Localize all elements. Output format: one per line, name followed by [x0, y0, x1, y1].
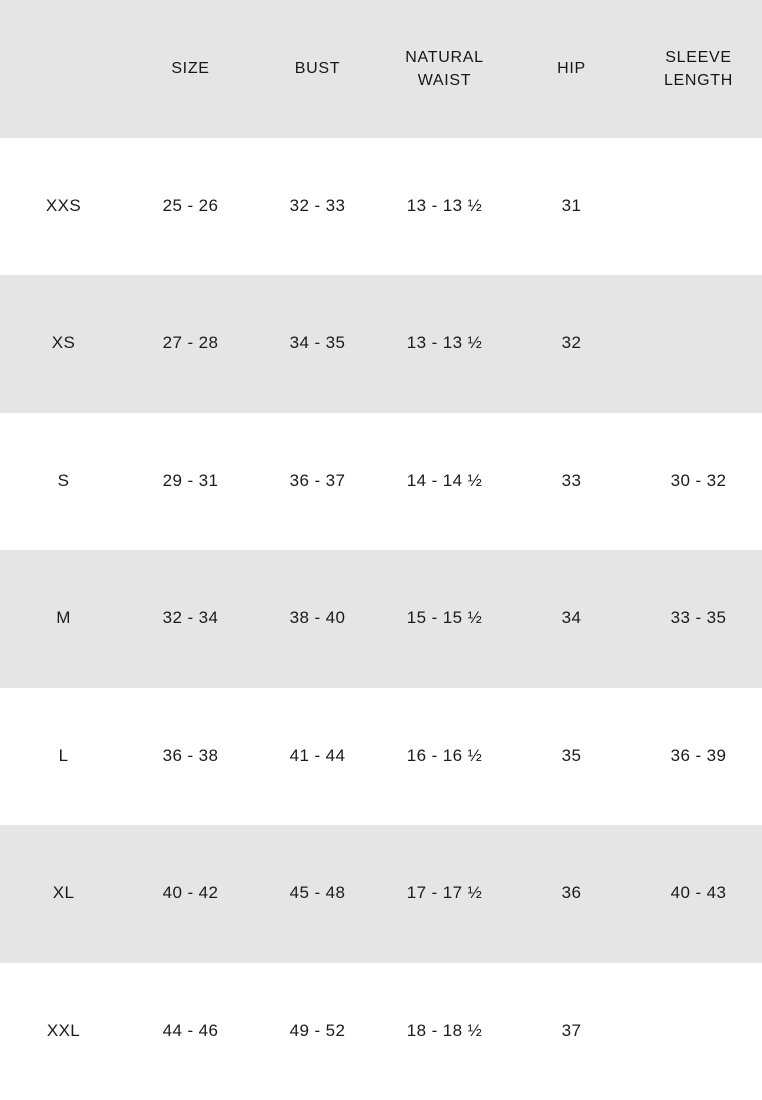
hip-value: 37 [561, 1020, 582, 1040]
natural-waist-value: 18 - 18 ½ [406, 1020, 483, 1040]
size-label: XXL [46, 1020, 81, 1040]
table-row-s: S 29 - 31 36 - 37 14 - 14 ½ 33 30 - 32 [0, 413, 762, 551]
hip-value: 32 [561, 333, 582, 353]
size-label: XL [52, 883, 75, 903]
hip-value: 36 [561, 883, 582, 903]
natural-waist-value: 14 - 14 ½ [406, 470, 483, 490]
size-value: 44 - 46 [162, 1020, 219, 1040]
size-label: S [57, 470, 70, 490]
sleeve-length-value [635, 138, 762, 276]
column-header-natural-waist: NATURAL WAIST [405, 48, 484, 89]
size-label: L [58, 745, 69, 765]
size-value: 32 - 34 [162, 608, 219, 628]
size-value: 27 - 28 [162, 333, 219, 353]
sleeve-length-value: 36 - 39 [670, 745, 727, 765]
bust-value: 45 - 48 [289, 883, 346, 903]
natural-waist-value: 16 - 16 ½ [406, 745, 483, 765]
hip-value: 35 [561, 745, 582, 765]
size-value: 25 - 26 [162, 195, 219, 215]
table-row-xs: XS 27 - 28 34 - 35 13 - 13 ½ 32 [0, 275, 762, 413]
table-row-l: L 36 - 38 41 - 44 16 - 16 ½ 35 36 - 39 [0, 688, 762, 826]
size-value: 36 - 38 [162, 745, 219, 765]
bust-value: 49 - 52 [289, 1020, 346, 1040]
natural-waist-value: 13 - 13 ½ [406, 195, 483, 215]
column-header-rowlabel [0, 0, 127, 138]
bust-value: 38 - 40 [289, 608, 346, 628]
table-row-m: M 32 - 34 38 - 40 15 - 15 ½ 34 33 - 35 [0, 550, 762, 688]
sleeve-length-value: 33 - 35 [670, 608, 727, 628]
column-header-size: SIZE [171, 60, 210, 78]
size-value: 29 - 31 [162, 470, 219, 490]
bust-value: 41 - 44 [289, 745, 346, 765]
sleeve-length-value: 30 - 32 [670, 470, 727, 490]
bust-value: 34 - 35 [289, 333, 346, 353]
hip-value: 34 [561, 608, 582, 628]
natural-waist-value: 13 - 13 ½ [406, 333, 483, 353]
size-value: 40 - 42 [162, 883, 219, 903]
hip-value: 33 [561, 470, 582, 490]
header-row: SIZE BUST NATURAL WAIST HIP SLEEVE LENGT… [0, 0, 762, 138]
natural-waist-value: 17 - 17 ½ [406, 883, 483, 903]
column-header-sleeve-length: SLEEVE LENGTH [663, 48, 734, 89]
hip-value: 31 [561, 195, 582, 215]
natural-waist-value: 15 - 15 ½ [406, 608, 483, 628]
bust-value: 32 - 33 [289, 195, 346, 215]
table-row-xl: XL 40 - 42 45 - 48 17 - 17 ½ 36 40 - 43 [0, 825, 762, 963]
column-header-hip: HIP [557, 60, 586, 78]
table-row-xxl: XXL 44 - 46 49 - 52 18 - 18 ½ 37 [0, 963, 762, 1100]
table-row-xxs: XXS 25 - 26 32 - 33 13 - 13 ½ 31 [0, 138, 762, 276]
sleeve-length-value [635, 275, 762, 413]
bust-value: 36 - 37 [289, 470, 346, 490]
size-label: M [56, 608, 71, 628]
sleeve-length-value [635, 963, 762, 1100]
column-header-bust: BUST [294, 60, 341, 78]
size-label: XXS [45, 195, 82, 215]
size-label: XS [51, 333, 76, 353]
sleeve-length-value: 40 - 43 [670, 883, 727, 903]
